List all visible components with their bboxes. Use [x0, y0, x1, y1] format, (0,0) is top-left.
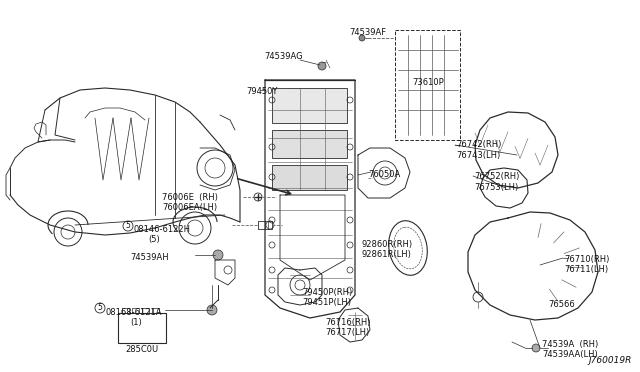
Text: 285C0U: 285C0U — [125, 345, 159, 354]
Text: 79450Y: 79450Y — [246, 87, 277, 96]
Text: 76742(RH): 76742(RH) — [456, 140, 501, 149]
Text: (1): (1) — [130, 318, 141, 327]
Text: 5: 5 — [125, 221, 131, 231]
Text: 76006EA(LH): 76006EA(LH) — [162, 203, 217, 212]
Circle shape — [359, 35, 365, 41]
Text: 08146-6122H: 08146-6122H — [134, 225, 191, 234]
Text: 76752(RH): 76752(RH) — [474, 172, 520, 181]
Text: 76717(LH): 76717(LH) — [325, 328, 369, 337]
Text: 76711(LH): 76711(LH) — [564, 265, 608, 274]
Text: 76006E  (RH): 76006E (RH) — [162, 193, 218, 202]
Text: 76753(LH): 76753(LH) — [474, 183, 518, 192]
Text: 79451P(LH): 79451P(LH) — [302, 298, 351, 307]
Text: 74539AF: 74539AF — [349, 28, 386, 37]
Circle shape — [207, 305, 217, 315]
Circle shape — [318, 62, 326, 70]
Text: 76743(LH): 76743(LH) — [456, 151, 500, 160]
Text: 5: 5 — [97, 304, 102, 312]
Text: 08168-6121A: 08168-6121A — [106, 308, 163, 317]
Text: 73610P: 73610P — [412, 78, 444, 87]
FancyBboxPatch shape — [272, 165, 347, 190]
Text: 74539AA(LH): 74539AA(LH) — [542, 350, 598, 359]
Text: 76050A: 76050A — [368, 170, 400, 179]
Text: 76710(RH): 76710(RH) — [564, 255, 609, 264]
Circle shape — [532, 344, 540, 352]
FancyBboxPatch shape — [272, 88, 347, 123]
Text: J760019R: J760019R — [589, 356, 632, 365]
Text: 74539AH: 74539AH — [130, 253, 168, 262]
Text: 76716(RH): 76716(RH) — [325, 318, 371, 327]
Text: (5): (5) — [148, 235, 160, 244]
Text: 92861R(LH): 92861R(LH) — [361, 250, 411, 259]
Text: 76566: 76566 — [548, 300, 575, 309]
Text: 74539AG: 74539AG — [264, 52, 303, 61]
Text: 79450P(RH): 79450P(RH) — [302, 288, 352, 297]
FancyBboxPatch shape — [272, 130, 347, 158]
Circle shape — [213, 250, 223, 260]
Text: 74539A  (RH): 74539A (RH) — [542, 340, 598, 349]
Text: 92860R(RH): 92860R(RH) — [361, 240, 412, 249]
